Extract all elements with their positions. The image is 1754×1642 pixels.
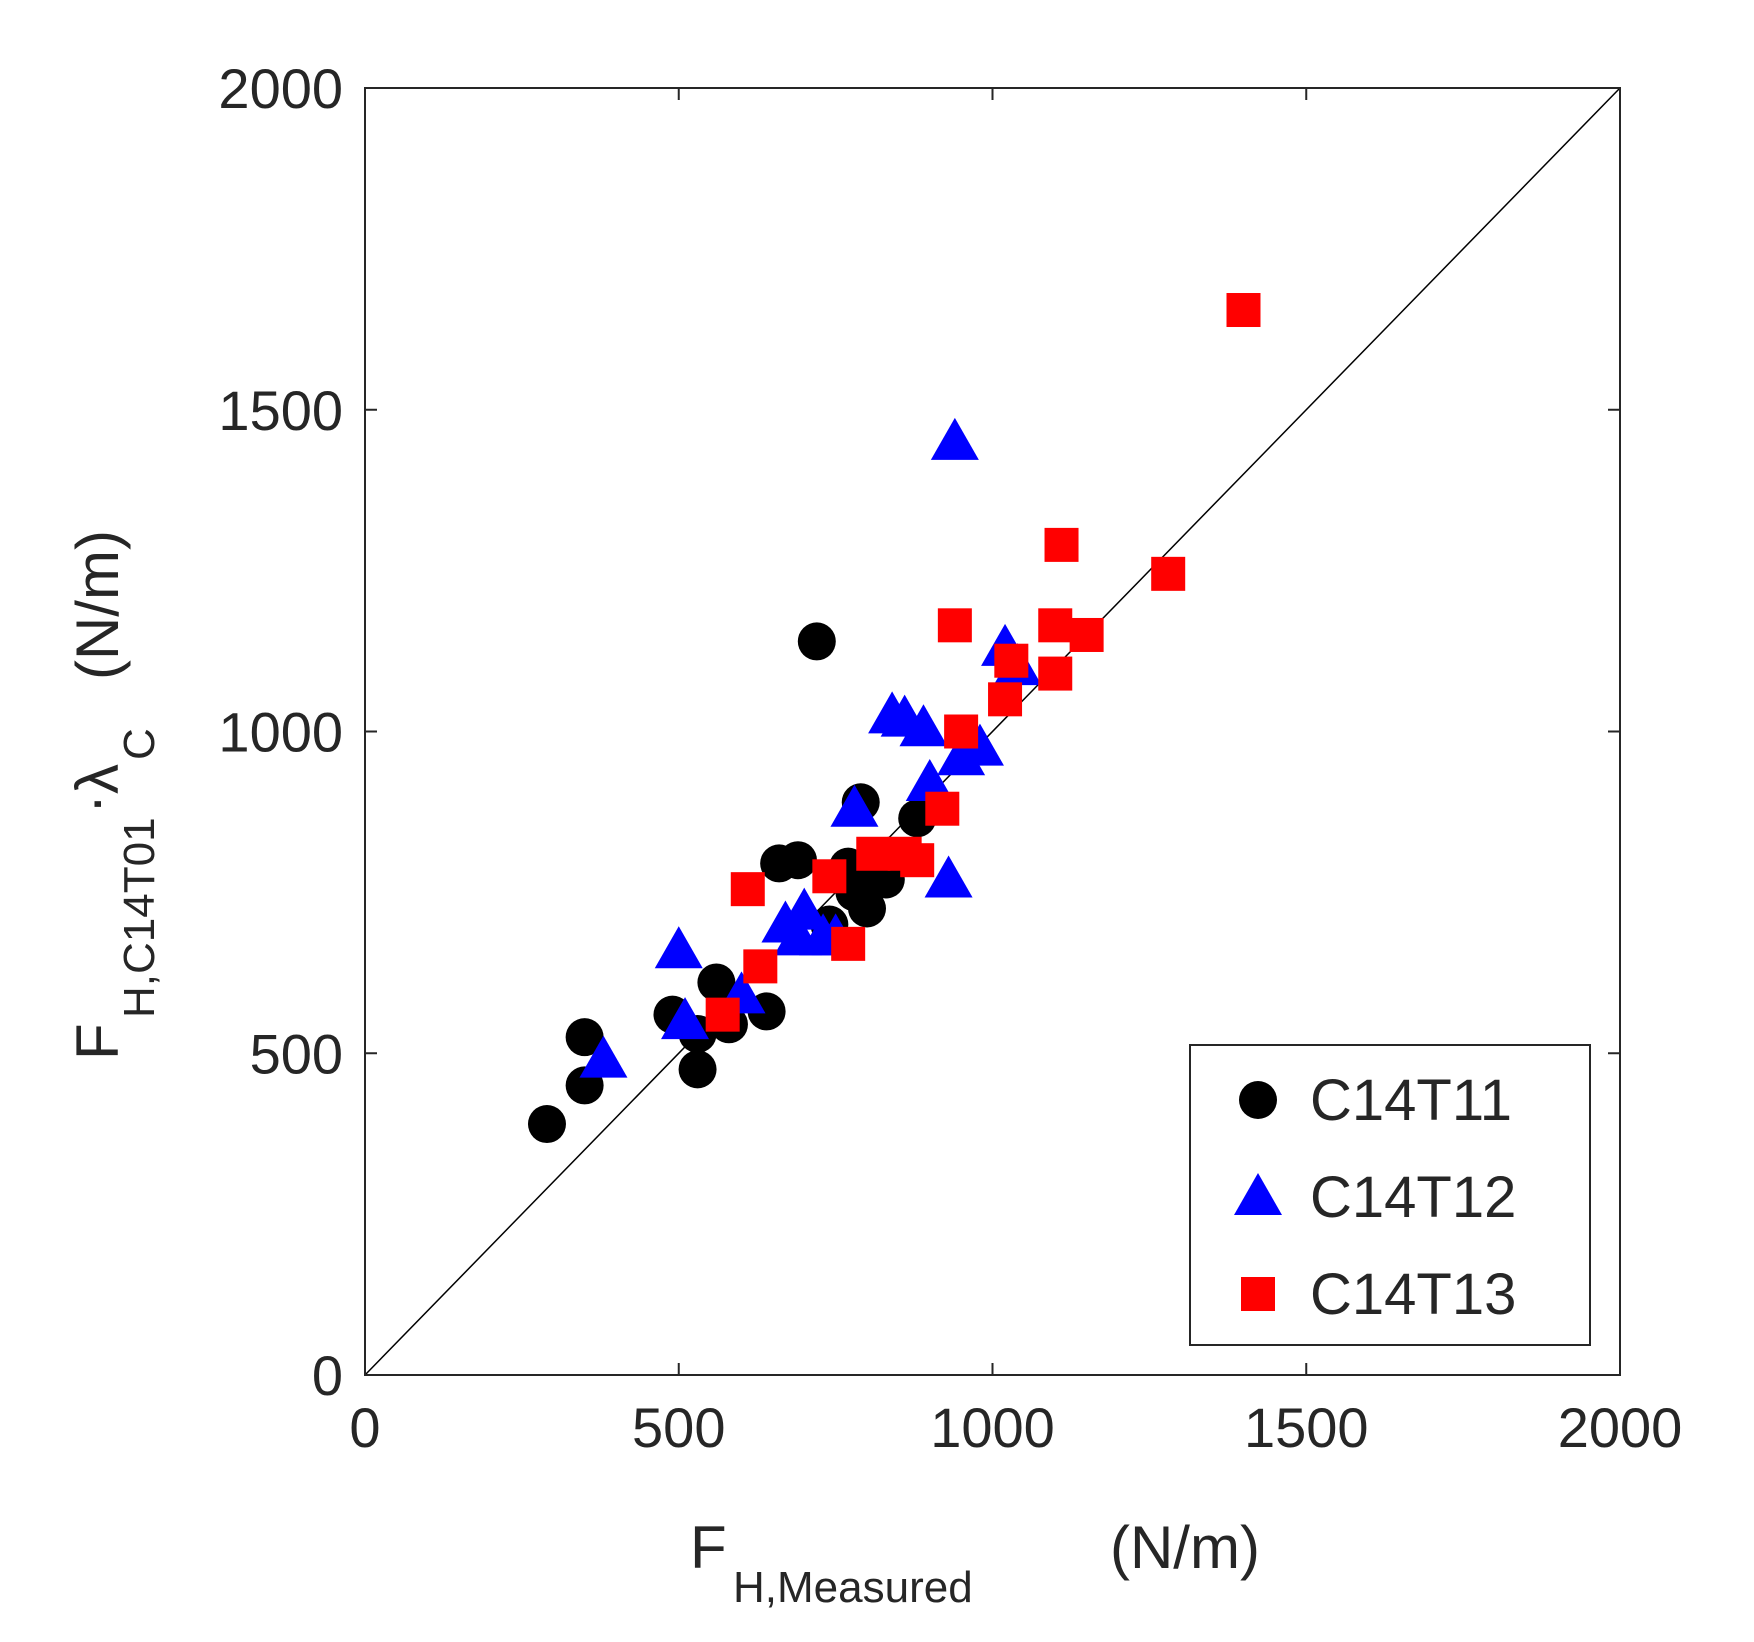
y-tick-label: 1500 — [218, 379, 343, 442]
x-axis-label-unit: (N/m) — [1110, 1514, 1260, 1581]
y-axis-label-unit: (N/m) — [64, 530, 131, 680]
point-c14t12 — [905, 758, 954, 801]
point-c14t12 — [654, 926, 703, 969]
point-c14t13 — [1038, 656, 1073, 691]
y-tick-label: 1000 — [218, 701, 343, 764]
point-c14t12 — [661, 997, 710, 1040]
y-axis-label-lambda: λ — [64, 764, 131, 794]
legend-label-c14t12: C14T12 — [1310, 1165, 1516, 1230]
reference-line-layer — [364, 87, 1621, 1376]
point-c14t12 — [830, 784, 879, 827]
x-axis-label: F H,Measured (N/m) — [690, 1514, 1260, 1612]
x-tick-label: 2000 — [1558, 1396, 1683, 1459]
legend-markers — [1234, 1081, 1282, 1311]
point-c14t12 — [955, 723, 1004, 766]
point-c14t13 — [1226, 293, 1261, 328]
y-axis-label-main: F — [64, 1023, 131, 1060]
series-c14t13 — [705, 293, 1261, 1032]
point-c14t13 — [1151, 556, 1186, 591]
x-tick-label: 1500 — [1244, 1396, 1369, 1459]
point-c14t13 — [994, 643, 1029, 678]
x-tick-label: 1000 — [930, 1396, 1055, 1459]
point-c14t12 — [579, 1035, 628, 1078]
point-c14t13 — [1069, 617, 1104, 652]
point-c14t13 — [1044, 527, 1079, 562]
y-tick-label: 500 — [250, 1022, 343, 1085]
y-axis-label-subscript-2: C — [115, 728, 164, 760]
y-axis-label: F H,C14T01 · λ C (N/m) — [60, 530, 164, 1060]
reference-line-1-to-1 — [364, 87, 1621, 1376]
point-c14t13 — [831, 926, 866, 961]
point-c14t12 — [924, 855, 973, 898]
point-c14t13 — [730, 872, 765, 907]
x-tick-label: 500 — [632, 1396, 725, 1459]
x-tick-label: 0 — [349, 1396, 380, 1459]
point-c14t13 — [743, 949, 778, 984]
point-c14t13 — [856, 836, 891, 871]
legend-marker-c14t11 — [1239, 1081, 1277, 1119]
point-c14t11 — [778, 841, 817, 880]
point-c14t11 — [797, 622, 836, 661]
point-c14t13 — [937, 608, 972, 643]
point-c14t11 — [678, 1050, 717, 1089]
point-c14t12 — [930, 417, 979, 460]
x-axis-label-main: F — [690, 1514, 727, 1581]
legend: C14T11 C14T12 C14T13 — [1189, 1044, 1591, 1346]
point-c14t11 — [527, 1105, 566, 1144]
legend-marker-c14t13 — [1241, 1277, 1275, 1311]
legend-label-c14t13: C14T13 — [1310, 1262, 1516, 1327]
point-c14t12 — [780, 887, 829, 930]
point-c14t11 — [697, 963, 736, 1002]
data-points-layer — [527, 293, 1261, 1144]
y-tick-label: 2000 — [218, 57, 343, 120]
point-c14t13 — [1038, 608, 1073, 643]
x-axis-label-subscript: H,Measured — [733, 1563, 973, 1612]
point-c14t13 — [705, 997, 740, 1032]
point-c14t13 — [988, 682, 1023, 717]
point-c14t13 — [812, 859, 847, 894]
y-axis-label-dot: · — [60, 794, 127, 814]
point-c14t13 — [944, 714, 979, 749]
y-axis-label-subscript-1: H,C14T01 — [115, 817, 164, 1018]
point-c14t12 — [899, 704, 948, 747]
legend-label-c14t11: C14T11 — [1310, 1068, 1512, 1133]
point-c14t11 — [565, 1018, 604, 1057]
point-c14t13 — [900, 843, 935, 878]
axis-ticks-layer: 0 500 1000 1500 2000 0 500 1000 1500 2000 — [218, 57, 1682, 1459]
point-c14t13 — [925, 791, 960, 826]
y-tick-label: 0 — [312, 1344, 343, 1407]
point-c14t11 — [848, 889, 886, 928]
legend-marker-c14t12 — [1234, 1173, 1282, 1215]
